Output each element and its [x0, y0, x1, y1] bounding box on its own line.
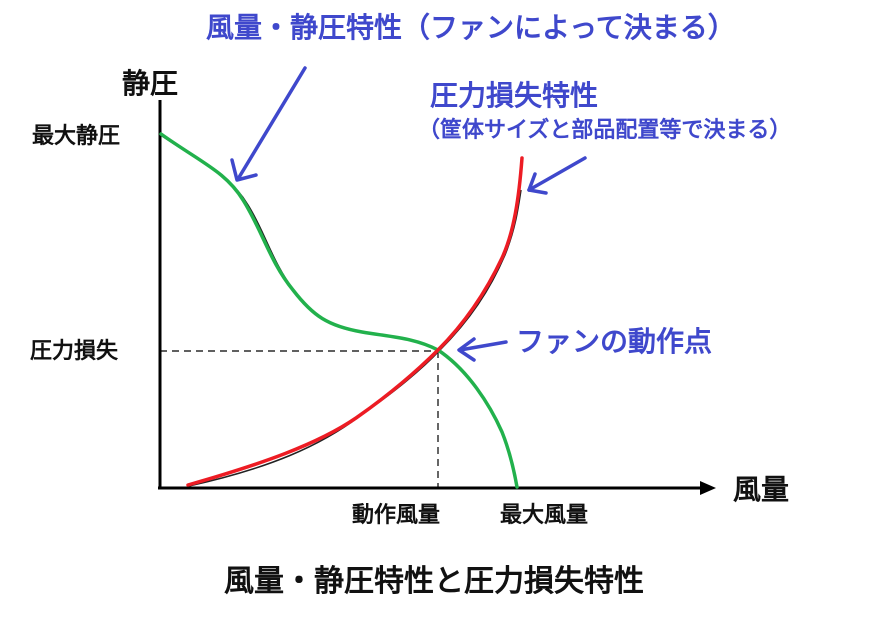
- x-tick-max-airflow: 最大風量: [500, 503, 589, 528]
- fan-curve-pointer-arrow: [230, 66, 307, 182]
- fan-curve-annotation: 風量・静圧特性（ファンによって決まる）: [206, 11, 736, 44]
- loss-curve-pointer-arrow: [527, 156, 587, 195]
- diagram-title: 風量・静圧特性と圧力損失特性: [224, 564, 644, 599]
- x-axis-arrowhead: [700, 481, 716, 495]
- y-tick-pressure-loss: 圧力損失: [30, 339, 119, 364]
- y-tick-max-static-pressure: 最大静圧: [32, 124, 121, 149]
- loss-curve-title: 圧力損失特性: [430, 79, 599, 112]
- fan-curve-shadow: [161, 135, 439, 351]
- y-axis-label: 静圧: [122, 67, 179, 100]
- x-tick-operating-airflow: 動作風量: [352, 503, 441, 528]
- fan-characteristic-curve: [159, 132, 519, 489]
- x-axis-label: 風量: [733, 473, 790, 506]
- operating-point-label: ファンの動作点: [516, 325, 713, 358]
- operating-point-pointer-arrow: [457, 337, 508, 362]
- loss-curve-note: （筐体サイズと部品配置等で決まる）: [418, 118, 792, 143]
- pressure-loss-curve: [186, 156, 524, 487]
- loss-curve-shadow: [188, 189, 522, 487]
